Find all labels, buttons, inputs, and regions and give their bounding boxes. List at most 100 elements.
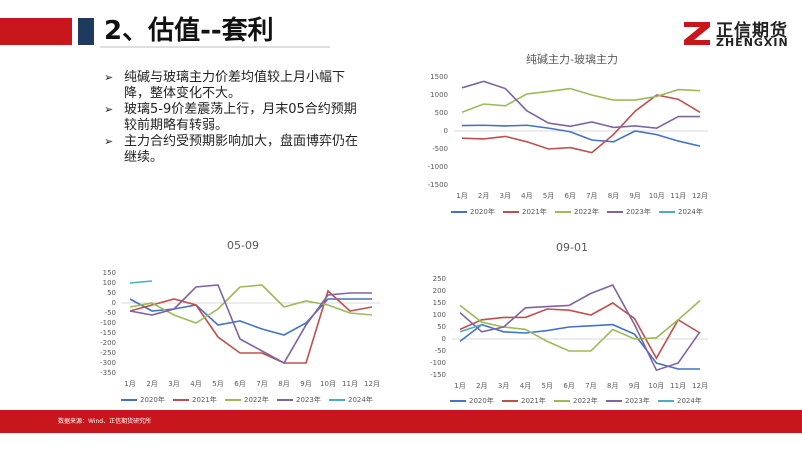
legend-label: 2021年 (192, 395, 217, 404)
x-tick-label: 5月 (543, 192, 554, 200)
legend-label: 2023年 (296, 395, 321, 404)
x-tick-label: 5月 (212, 380, 223, 388)
y-tick-label: -500 (432, 145, 448, 153)
y-tick-label: 0 (444, 127, 448, 135)
x-tick-label: 12月 (692, 382, 708, 390)
header-bar (0, 18, 72, 45)
x-tick-label: 1月 (456, 192, 467, 200)
x-tick-label: 10月 (649, 192, 665, 200)
x-tick-label: 11月 (670, 382, 686, 390)
x-tick-label: 4月 (190, 380, 201, 388)
x-tick-label: 2月 (476, 382, 487, 390)
legend-label: 2021年 (521, 396, 546, 405)
series-line (459, 299, 701, 352)
y-tick-label: 150 (103, 269, 116, 277)
series-line (459, 302, 701, 360)
series-line (461, 124, 701, 147)
y-tick-label: 100 (103, 279, 116, 287)
x-tick-label: 6月 (564, 192, 575, 200)
y-tick-label: -300 (100, 359, 116, 367)
y-tick-label: 250 (433, 275, 446, 283)
x-tick-label: 3月 (498, 382, 509, 390)
footer-bar (0, 410, 802, 433)
y-tick-label: 1500 (430, 73, 448, 81)
y-tick-label: -100 (430, 359, 446, 367)
x-tick-label: 8月 (278, 380, 289, 388)
legend-label: 2021年 (522, 207, 547, 216)
legend-label: 2024年 (678, 207, 703, 216)
y-tick-label: -1000 (428, 163, 448, 171)
y-tick-label: -150 (430, 371, 446, 379)
chart-title: 05-09 (227, 239, 259, 252)
y-tick-label: -200 (100, 339, 116, 347)
x-tick-label: 9月 (629, 382, 640, 390)
x-tick-label: 11月 (670, 192, 686, 200)
x-tick-label: 9月 (629, 192, 640, 200)
series-line (461, 80, 700, 129)
x-tick-label: 1月 (454, 382, 465, 390)
legend-label: 2023年 (626, 207, 651, 216)
y-tick-label: -1500 (428, 181, 448, 189)
legend-label: 2024年 (677, 396, 702, 405)
bullet: 主力合约受预期影响加大，盘面博弈仍在继续。 (104, 134, 366, 166)
x-tick-label: 7月 (585, 382, 596, 390)
x-tick-label: 9月 (300, 380, 311, 388)
x-tick-label: 5月 (542, 382, 553, 390)
legend-label: 2022年 (573, 396, 598, 405)
chart-title: 09-01 (556, 241, 588, 254)
series-line (129, 298, 372, 336)
series-line (459, 323, 700, 370)
legend-label: 2023年 (625, 396, 650, 405)
x-tick-label: 3月 (500, 192, 511, 200)
x-tick-label: 6月 (563, 382, 574, 390)
x-tick-label: 10月 (320, 380, 336, 388)
x-tick-label: 11月 (342, 380, 358, 388)
x-tick-label: 8月 (607, 382, 618, 390)
y-tick-label: -150 (100, 329, 116, 337)
y-tick-label: 50 (437, 323, 446, 331)
y-tick-label: -100 (100, 319, 116, 327)
y-tick-label: 0 (112, 299, 116, 307)
legend-label: 2020年 (469, 396, 494, 405)
legend-label: 2020年 (470, 207, 495, 216)
legend-label: 2022年 (574, 207, 599, 216)
legend-label: 2022年 (244, 395, 269, 404)
x-tick-label: 7月 (256, 380, 267, 388)
series-line (129, 284, 373, 324)
y-tick-label: 1000 (430, 91, 448, 99)
logo-icon (684, 22, 710, 45)
x-tick-label: 4月 (521, 192, 532, 200)
x-tick-label: 2月 (146, 380, 157, 388)
x-tick-label: 2月 (478, 192, 489, 200)
series-line (129, 280, 153, 284)
y-tick-label: 200 (433, 287, 446, 295)
y-tick-label: -350 (100, 369, 116, 377)
series-line (459, 284, 701, 372)
x-tick-label: 6月 (234, 380, 245, 388)
y-tick-label: 0 (442, 335, 446, 343)
y-tick-label: -50 (435, 347, 446, 355)
x-tick-label: 10月 (648, 382, 664, 390)
x-tick-label: 12月 (364, 380, 380, 388)
chart-title: 纯碱主力-玻璃主力 (526, 52, 618, 66)
source-note: 数据来源：Wind、正信期货研究所 (58, 418, 152, 425)
slide-title: 2、估值--套利 (104, 16, 274, 46)
x-tick-label: 1月 (124, 380, 135, 388)
bullet-list: 纯碱与玻璃主力价差均值较上月小幅下降，整体变化不大。玻璃5-9价差震荡上行，月末… (104, 70, 366, 166)
logo-subtext: ZHENGXIN (716, 36, 789, 49)
header-block (78, 18, 94, 45)
x-tick-label: 3月 (168, 380, 179, 388)
bullet: 玻璃5-9价差震荡上行，月末05合约预期较前期略有转弱。 (104, 102, 366, 134)
logo-text: 正信期货 (716, 21, 788, 41)
y-tick-label: 50 (107, 289, 116, 297)
x-tick-label: 12月 (692, 192, 708, 200)
y-tick-label: -250 (100, 349, 116, 357)
bullet: 纯碱与玻璃主力价差均值较上月小幅下降，整体变化不大。 (104, 70, 366, 102)
y-tick-label: 100 (433, 311, 446, 319)
legend-label: 2020年 (140, 395, 165, 404)
y-tick-label: 150 (433, 299, 446, 307)
legend-label: 2024年 (348, 395, 373, 404)
x-tick-label: 8月 (608, 192, 619, 200)
